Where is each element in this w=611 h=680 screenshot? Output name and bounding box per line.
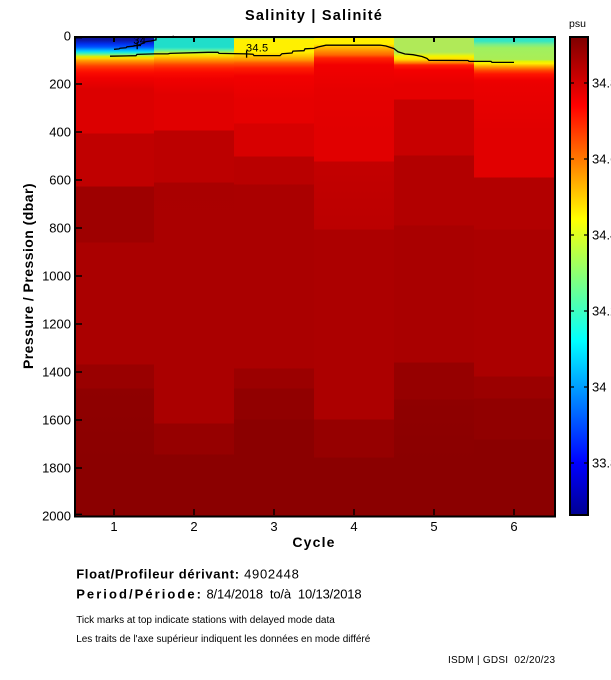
svg-text:1400: 1400 [42,365,71,380]
svg-text:800: 800 [49,221,71,236]
svg-text:4: 4 [350,519,357,534]
svg-text:Salinity | Salinité: Salinity | Salinité [245,8,383,24]
svg-text:Period/Période: 8/14/2018 to/: Period/Période: 8/14/2018 to/à 10/13/201… [76,587,361,602]
svg-text:Pressure / Pression (dbar): Pressure / Pression (dbar) [20,183,36,369]
svg-text:1600: 1600 [42,413,71,428]
svg-text:33.8: 33.8 [592,456,611,471]
svg-text:2: 2 [190,519,197,534]
svg-text:Tick marks at top indicate sta: Tick marks at top indicate stations with… [76,615,335,626]
svg-text:2000: 2000 [42,509,71,524]
svg-text:200: 200 [49,77,71,92]
svg-text:34.5: 34.5 [246,43,268,55]
svg-text:34.6: 34.6 [592,152,611,167]
svg-text:34: 34 [592,380,606,395]
svg-text:1: 1 [110,519,117,534]
svg-text:5: 5 [430,519,437,534]
svg-text:400: 400 [49,125,71,140]
svg-text:3: 3 [270,519,277,534]
svg-text:0: 0 [64,29,71,44]
svg-text:600: 600 [49,173,71,188]
svg-text:34.8: 34.8 [592,76,611,91]
svg-text:Cycle: Cycle [292,534,335,550]
svg-text:psu: psu [569,18,586,30]
svg-text:1000: 1000 [42,269,71,284]
svg-text:6: 6 [510,519,517,534]
svg-text:34.4: 34.4 [592,228,611,243]
svg-text:34.2: 34.2 [592,304,611,319]
svg-text:1800: 1800 [42,461,71,476]
svg-text:Les traits de l'axe supérieur: Les traits de l'axe supérieur indiquent … [76,634,371,645]
svg-text:1200: 1200 [42,317,71,332]
svg-text:Float/Profileur dérivant: 4902: Float/Profileur dérivant: 4902448 [76,567,299,582]
svg-text:ISDM | GDSI 02/20/23: ISDM | GDSI 02/20/23 [448,655,556,666]
